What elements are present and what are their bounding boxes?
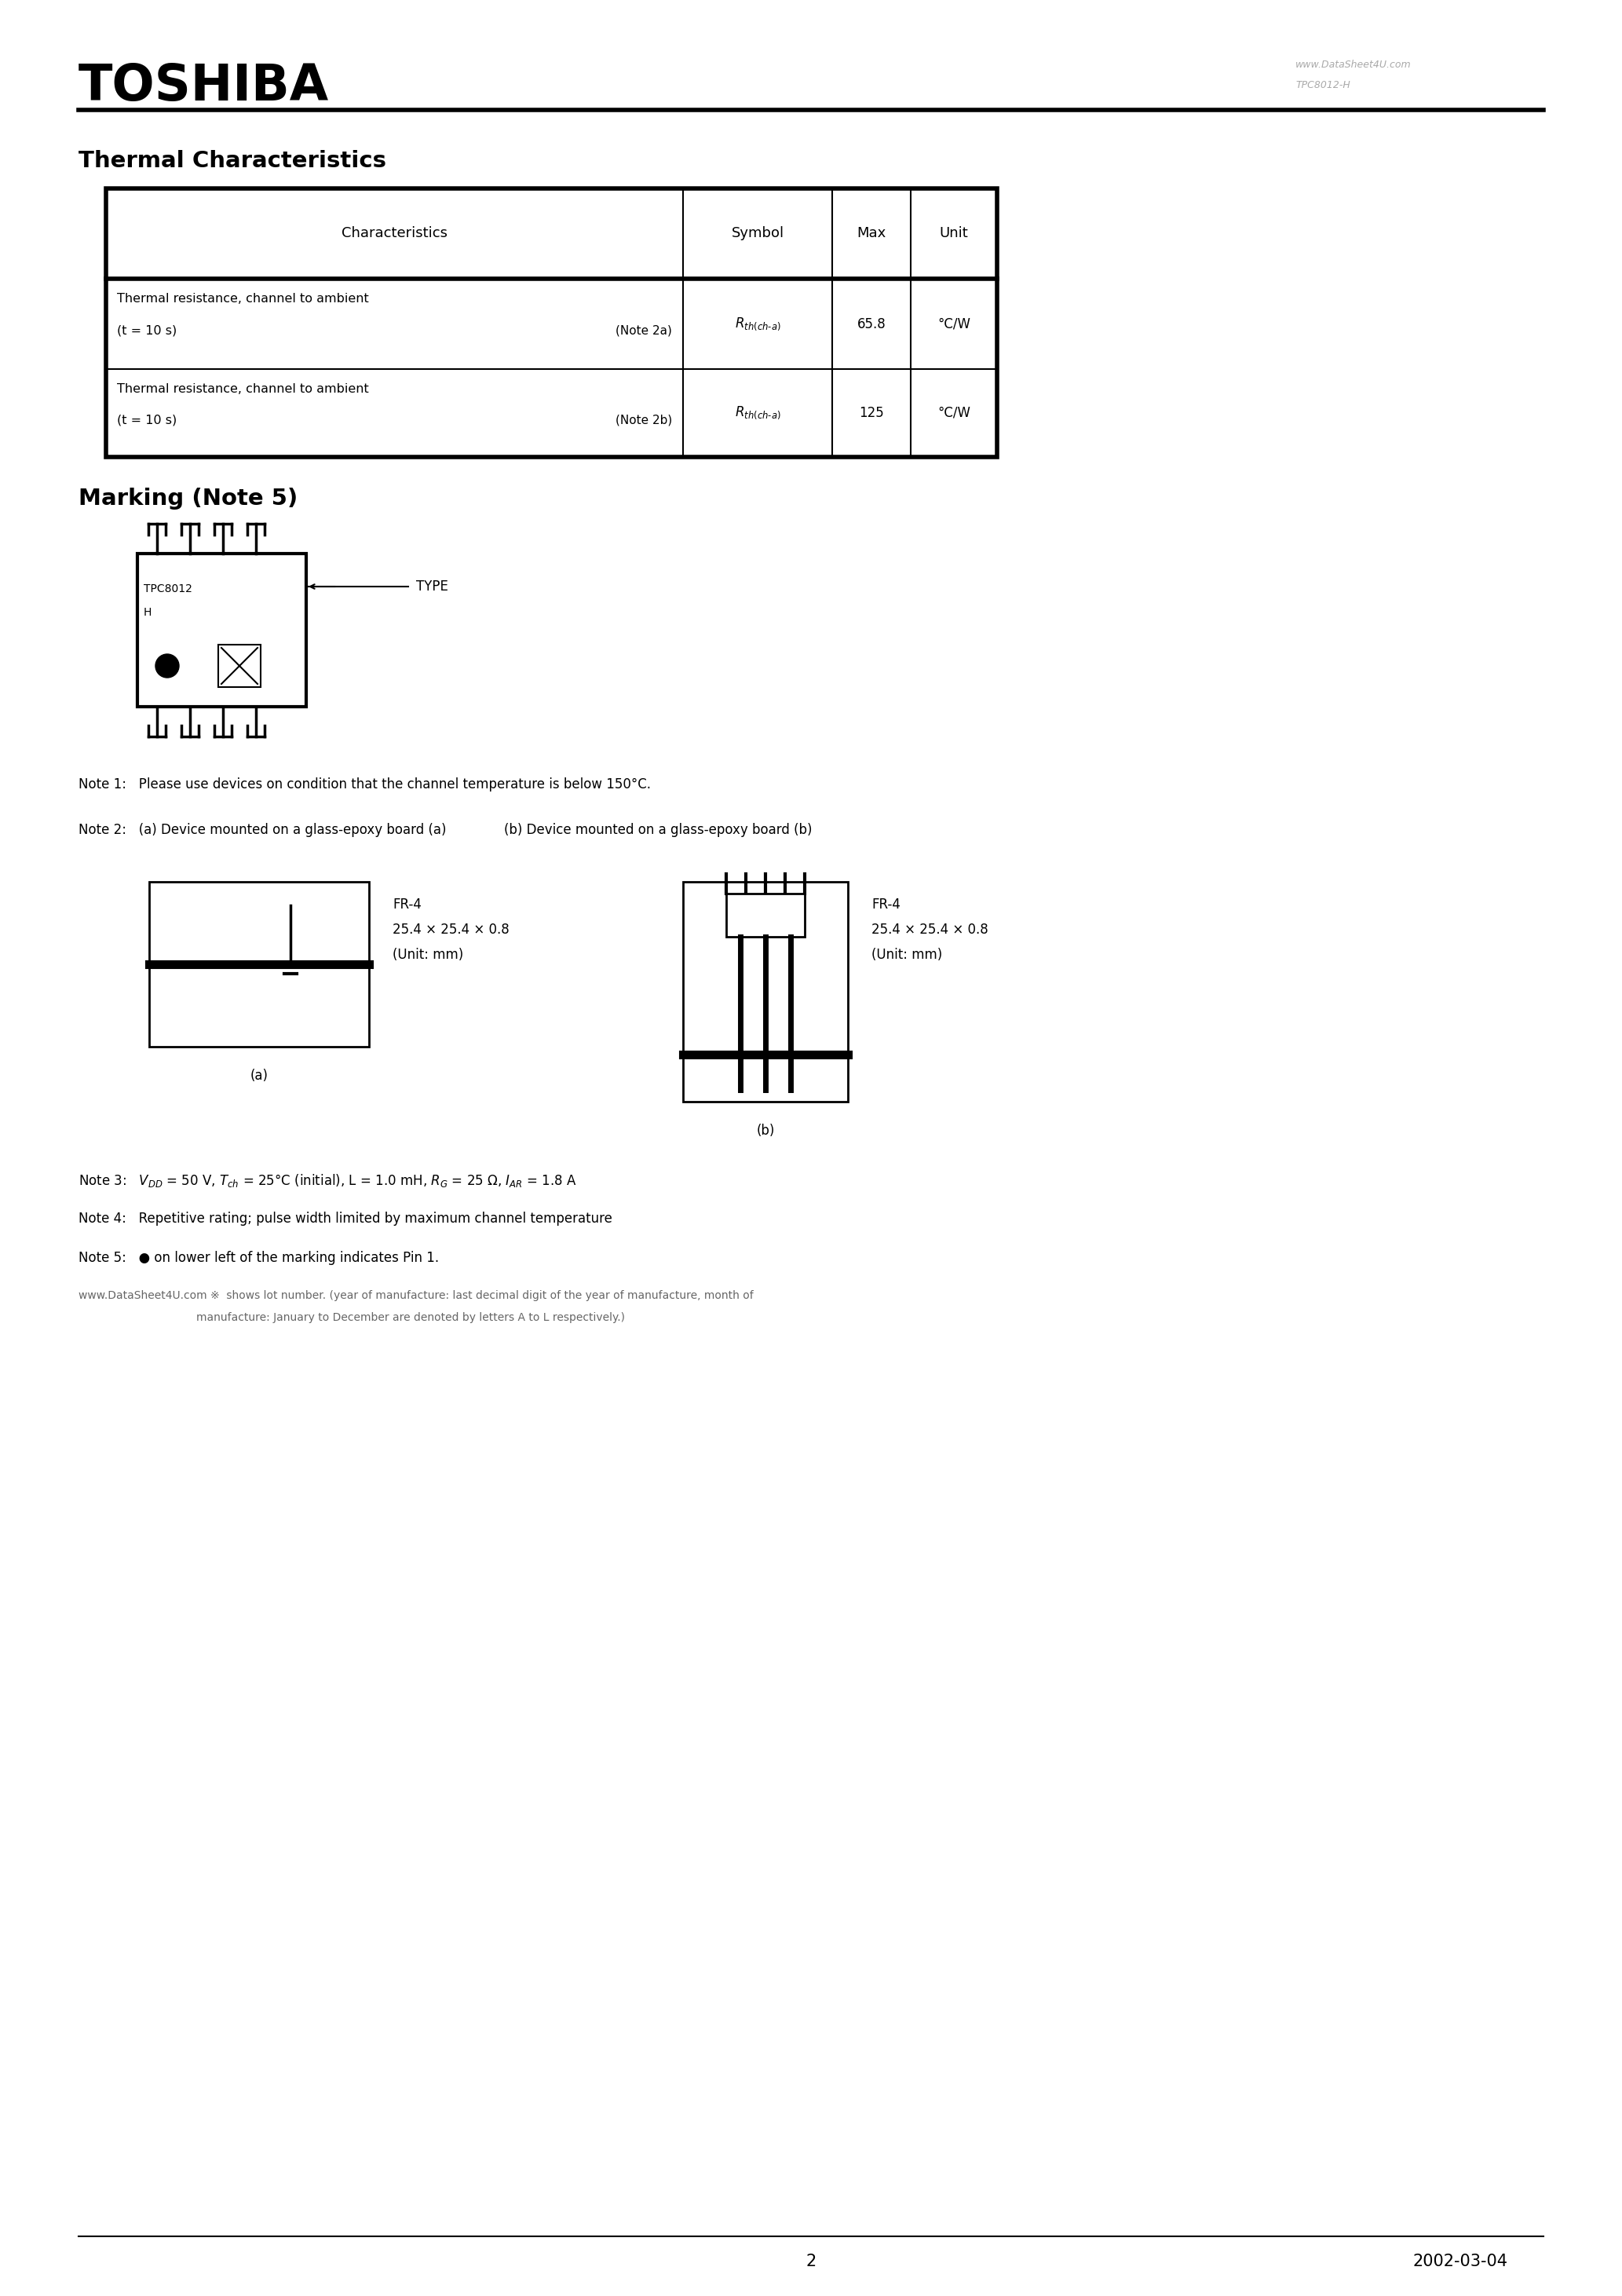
Text: °C/W: °C/W xyxy=(938,406,970,420)
Text: Max: Max xyxy=(856,227,886,241)
Text: H: H xyxy=(144,606,152,618)
Text: www.DataSheet4U.com: www.DataSheet4U.com xyxy=(1296,60,1411,69)
Text: TPC8012: TPC8012 xyxy=(144,583,193,595)
Text: (b): (b) xyxy=(756,1123,775,1139)
Text: TPC8012-H: TPC8012-H xyxy=(1296,80,1350,90)
Text: (t = 10 s): (t = 10 s) xyxy=(117,416,177,427)
Text: TOSHIBA: TOSHIBA xyxy=(78,62,329,110)
Text: Thermal Characteristics: Thermal Characteristics xyxy=(78,149,386,172)
Bar xyxy=(683,882,848,1102)
Text: 65.8: 65.8 xyxy=(856,317,886,331)
Text: Thermal resistance, channel to ambient: Thermal resistance, channel to ambient xyxy=(117,294,368,305)
Text: (Note 2b): (Note 2b) xyxy=(615,416,672,427)
Text: FR-4: FR-4 xyxy=(871,898,900,912)
Text: Note 5:   ● on lower left of the marking indicates Pin 1.: Note 5: ● on lower left of the marking i… xyxy=(78,1251,440,1265)
Text: TYPE: TYPE xyxy=(417,579,448,595)
Bar xyxy=(727,893,805,937)
Text: (Unit: mm): (Unit: mm) xyxy=(871,948,942,962)
Text: $R_{th(ch\text{-}a)}$: $R_{th(ch\text{-}a)}$ xyxy=(735,404,780,420)
Text: Unit: Unit xyxy=(939,227,968,241)
Bar xyxy=(138,553,307,707)
Text: (Unit: mm): (Unit: mm) xyxy=(393,948,464,962)
Text: 2002-03-04: 2002-03-04 xyxy=(1413,2255,1508,2268)
Bar xyxy=(149,882,368,1047)
Text: 125: 125 xyxy=(860,406,884,420)
Text: Symbol: Symbol xyxy=(732,227,783,241)
Text: Note 4:   Repetitive rating; pulse width limited by maximum channel temperature: Note 4: Repetitive rating; pulse width l… xyxy=(78,1212,611,1226)
Text: www.DataSheet4U.com ※  shows lot number. (year of manufacture: last decimal digi: www.DataSheet4U.com ※ shows lot number. … xyxy=(78,1290,754,1302)
Text: Note 1:   Please use devices on condition that the channel temperature is below : Note 1: Please use devices on condition … xyxy=(78,778,650,792)
Text: Note 2:   (a) Device mounted on a glass-epoxy board (a)              (b) Device : Note 2: (a) Device mounted on a glass-ep… xyxy=(78,822,813,838)
Text: manufacture: January to December are denoted by letters A to L respectively.): manufacture: January to December are den… xyxy=(196,1311,624,1322)
Circle shape xyxy=(156,654,178,677)
Text: Note 3:   $V_{DD}$ = 50 V, $T_{ch}$ = 25°C (initial), L = 1.0 mH, $R_G$ = 25 Ω, : Note 3: $V_{DD}$ = 50 V, $T_{ch}$ = 25°C… xyxy=(78,1173,576,1189)
Text: (a): (a) xyxy=(250,1068,268,1084)
Text: 2: 2 xyxy=(806,2255,816,2268)
Text: Characteristics: Characteristics xyxy=(342,227,448,241)
Text: °C/W: °C/W xyxy=(938,317,970,331)
Bar xyxy=(219,645,261,687)
Text: $R_{th(ch\text{-}a)}$: $R_{th(ch\text{-}a)}$ xyxy=(735,317,780,333)
Text: (t = 10 s): (t = 10 s) xyxy=(117,324,177,335)
Text: (Note 2a): (Note 2a) xyxy=(616,324,672,335)
Bar xyxy=(105,188,998,457)
Text: FR-4: FR-4 xyxy=(393,898,422,912)
Text: 25.4 × 25.4 × 0.8: 25.4 × 25.4 × 0.8 xyxy=(871,923,988,937)
Text: Thermal resistance, channel to ambient: Thermal resistance, channel to ambient xyxy=(117,383,368,395)
Text: 25.4 × 25.4 × 0.8: 25.4 × 25.4 × 0.8 xyxy=(393,923,509,937)
Text: Marking (Note 5): Marking (Note 5) xyxy=(78,487,298,510)
